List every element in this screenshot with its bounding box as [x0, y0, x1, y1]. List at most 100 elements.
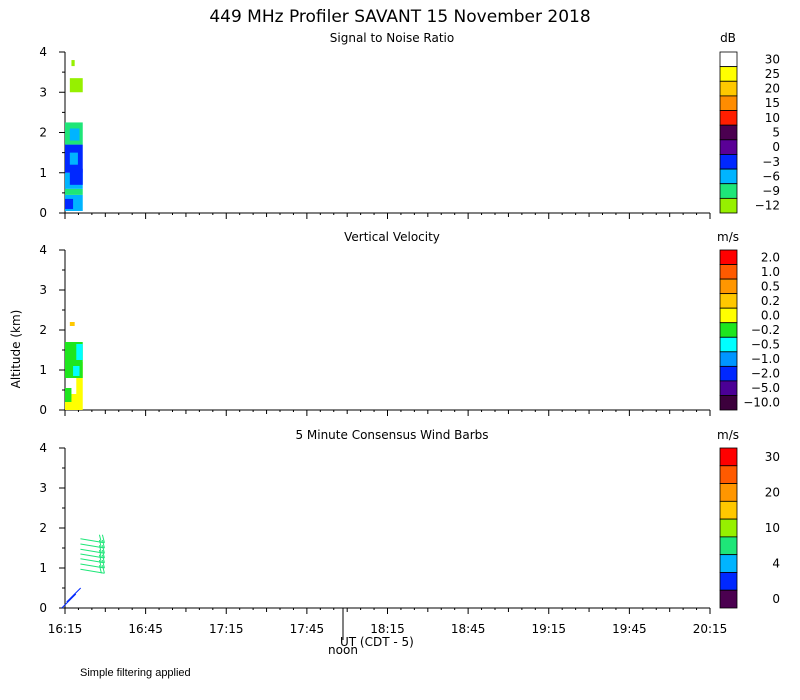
colorbar-label: 10: [765, 111, 780, 125]
colorbar-label: 4: [772, 557, 780, 571]
colorbar-label: −0.2: [751, 323, 780, 337]
y-tick-label: 4: [39, 45, 47, 59]
y-tick-label: 0: [39, 601, 47, 615]
heatmap-cell: [65, 188, 83, 195]
colorbar-label: 0.2: [761, 294, 780, 308]
heatmap-cell: [69, 322, 75, 326]
colorbar-swatch: [719, 395, 738, 411]
wind-barb: [80, 565, 105, 574]
colorbar-label: 2.0: [761, 250, 780, 264]
panel-title: Signal to Noise Ratio: [330, 31, 454, 45]
colorbar-label: 5: [772, 126, 780, 140]
wind-barb-flag: [101, 565, 105, 574]
colorbar-swatch: [719, 183, 738, 199]
x-tick-label: 19:15: [531, 622, 566, 636]
wind-barb-flag: [101, 559, 105, 569]
colorbar-label: 20: [765, 82, 780, 96]
colorbar-label: 25: [765, 67, 780, 81]
panel-3: 5 Minute Consensus Wind Barbs m/s 0 1 2 3 4 30 2…: [39, 428, 780, 615]
y-tick-label: 2: [39, 126, 47, 140]
x-tick-label: 19:45: [612, 622, 647, 636]
colorbar-swatch: [719, 483, 738, 502]
wind-barb-flag: [101, 534, 105, 543]
colorbar-swatch: [719, 554, 738, 573]
colorbar-label: 0: [772, 592, 780, 606]
y-tick-label: 4: [39, 441, 47, 455]
colorbar-label: −9: [762, 184, 780, 198]
y-tick-label: 2: [39, 323, 47, 337]
colorbar-swatch: [719, 139, 738, 155]
wind-barb-flag: [98, 554, 102, 563]
y-tick-label: 4: [39, 243, 47, 257]
colorbar-label: −2.0: [751, 367, 780, 381]
colorbar-swatch: [719, 536, 738, 556]
colorbar-unit: dB: [720, 31, 736, 45]
colorbar-unit: m/s: [717, 428, 739, 442]
heatmap-cell: [69, 78, 83, 93]
x-tick-label: 20:15: [693, 622, 728, 636]
wind-barb-staff: [66, 587, 82, 603]
colorbar-swatch: [719, 351, 738, 367]
y-tick-label: 0: [39, 403, 47, 417]
colorbar-swatch: [719, 249, 738, 265]
heatmap-cell: [65, 198, 74, 209]
footnote: Simple filtering applied: [80, 667, 191, 679]
colorbar-label: 0: [772, 140, 780, 154]
y-tick-label: 1: [39, 363, 47, 377]
panel-1: Signal to Noise Ratio dB01234302520151050…: [39, 31, 780, 220]
figure-title: 449 MHz Profiler SAVANT 15 November 2018: [209, 7, 590, 27]
colorbar-swatch: [719, 293, 738, 309]
panel-2: Vertical Velocity m/s 0 1 2 3 4 2.01.00.50.20.0…: [39, 230, 780, 417]
heatmap-cell: [71, 60, 75, 67]
wind-barb-flag: [98, 565, 102, 574]
wind-barb: [61, 593, 77, 609]
wind-barb: [66, 587, 82, 603]
x-tick-label: 17:15: [209, 622, 244, 636]
colorbar-label: 30: [765, 450, 780, 464]
colorbar-swatch: [719, 197, 738, 214]
colorbar-swatch: [719, 447, 738, 467]
heatmap-cell: [69, 128, 80, 141]
wind-barb-flag: [98, 534, 102, 543]
wind-barb-flag: [101, 545, 105, 554]
colorbar-swatch: [719, 500, 738, 520]
colorbar-swatch: [719, 307, 738, 324]
x-tick-label: 18:45: [451, 622, 486, 636]
wind-barb-flag: [98, 559, 102, 569]
colorbar-swatch: [719, 518, 738, 538]
colorbar-label: −5.0: [751, 381, 780, 395]
y-tick-label: 1: [39, 561, 47, 575]
wind-barb-flag: [101, 549, 105, 559]
x-tick-label: 16:15: [48, 622, 83, 636]
x-axis-note: UT (CDT - 5): [340, 635, 414, 649]
wind-barb-flag: [98, 549, 102, 559]
colorbar-swatch: [719, 264, 738, 280]
y-tick-label: 1: [39, 166, 47, 180]
panel-title: 5 Minute Consensus Wind Barbs: [295, 428, 488, 442]
y-tick-label: 0: [39, 206, 47, 220]
wind-barb: [80, 534, 105, 544]
panel-title: Vertical Velocity: [344, 230, 440, 244]
heatmap-cell: [73, 366, 80, 376]
x-tick-label: 18:15: [370, 622, 405, 636]
wind-barb-flag: [98, 545, 102, 554]
colorbar-label: 30: [765, 52, 780, 66]
wind-barb-flag: [101, 554, 105, 563]
colorbar-label: 1.0: [761, 265, 780, 279]
colorbar-swatch: [719, 154, 738, 170]
colorbar-swatch: [719, 465, 738, 484]
colorbar-swatch: [719, 168, 738, 185]
colorbar-label: 0.0: [761, 308, 780, 322]
wind-barb-flag: [101, 539, 105, 549]
colorbar-label: 0.5: [761, 279, 780, 293]
colorbar-swatch: [719, 365, 738, 382]
x-tick-label: 17:45: [290, 622, 325, 636]
colorbar-swatch: [719, 336, 738, 353]
wind-barb-staff: [80, 568, 105, 574]
heatmap-cell: [76, 344, 83, 360]
colorbar-swatch: [719, 95, 738, 111]
colorbar-swatch: [719, 322, 738, 338]
heatmap-cell: [65, 388, 72, 402]
colorbar-label: −6: [762, 169, 780, 183]
